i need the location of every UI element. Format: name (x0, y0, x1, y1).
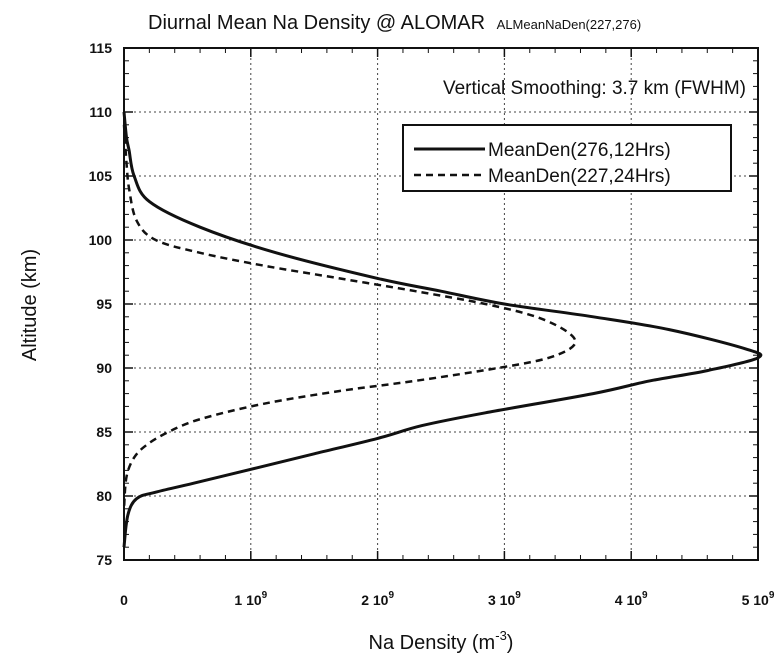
y-tick-label: 95 (96, 296, 112, 312)
y-tick-label: 100 (89, 232, 113, 248)
x-axis-label-text: Na Density (m (369, 632, 496, 654)
y-tick-label: 85 (96, 424, 112, 440)
x-tick-label-base: 4 10 (615, 592, 642, 608)
x-axis-label-exp: -3 (495, 628, 507, 643)
x-tick-label-base: 0 (120, 592, 128, 608)
chart-title-suffix: ALMeanNaDen(227,276) (497, 17, 642, 32)
chart-title-main: Diurnal Mean Na Density @ ALOMAR (148, 12, 485, 34)
x-tick-label: 1 109 (234, 590, 267, 608)
series-layer (122, 111, 763, 548)
y-tick-label: 90 (96, 360, 112, 376)
y-axis-label: Altitude (km) (19, 249, 41, 361)
x-tick-label-exp: 9 (515, 590, 521, 601)
x-tick-label: 0 (120, 592, 128, 608)
y-tick-label: 105 (89, 168, 113, 184)
x-tick-label-exp: 9 (262, 590, 268, 601)
grid (124, 48, 758, 560)
y-tick-label: 110 (89, 104, 112, 120)
x-tick-label: 2 109 (361, 590, 394, 608)
legend: MeanDen(276,12Hrs) MeanDen(227,24Hrs) (402, 124, 732, 192)
x-tick-label: 4 109 (615, 590, 648, 608)
x-tick-label-base: 5 10 (742, 592, 769, 608)
y-tick-label: 80 (96, 488, 112, 504)
plot-frame (123, 47, 759, 561)
series-line-1 (122, 111, 763, 548)
legend-label-series-2: MeanDen(227,24Hrs) (488, 166, 671, 187)
x-tick-label: 3 109 (488, 590, 521, 608)
x-tick-label-base: 2 10 (361, 592, 388, 608)
x-tick-label: 5 109 (742, 590, 775, 608)
x-tick-label-base: 1 10 (234, 592, 261, 608)
x-tick-label-base: 3 10 (488, 592, 515, 608)
x-tick-label-exp: 9 (388, 590, 394, 601)
y-tick-label: 115 (89, 40, 112, 56)
legend-box (402, 124, 732, 192)
y-tick-label: 75 (96, 552, 112, 568)
smoothing-annotation: Vertical Smoothing: 3.7 km (FWHM) (443, 78, 746, 99)
x-axis-label-close: ) (507, 632, 514, 654)
chart-title: Diurnal Mean Na Density @ ALOMAR ALMeanN… (148, 12, 641, 34)
legend-label-series-1: MeanDen(276,12Hrs) (488, 140, 671, 161)
x-axis-label: Na Density (m-3) (369, 628, 514, 654)
series-line-2 (122, 124, 577, 509)
x-tick-label-exp: 9 (642, 590, 648, 601)
x-tick-label-exp: 9 (769, 590, 775, 601)
